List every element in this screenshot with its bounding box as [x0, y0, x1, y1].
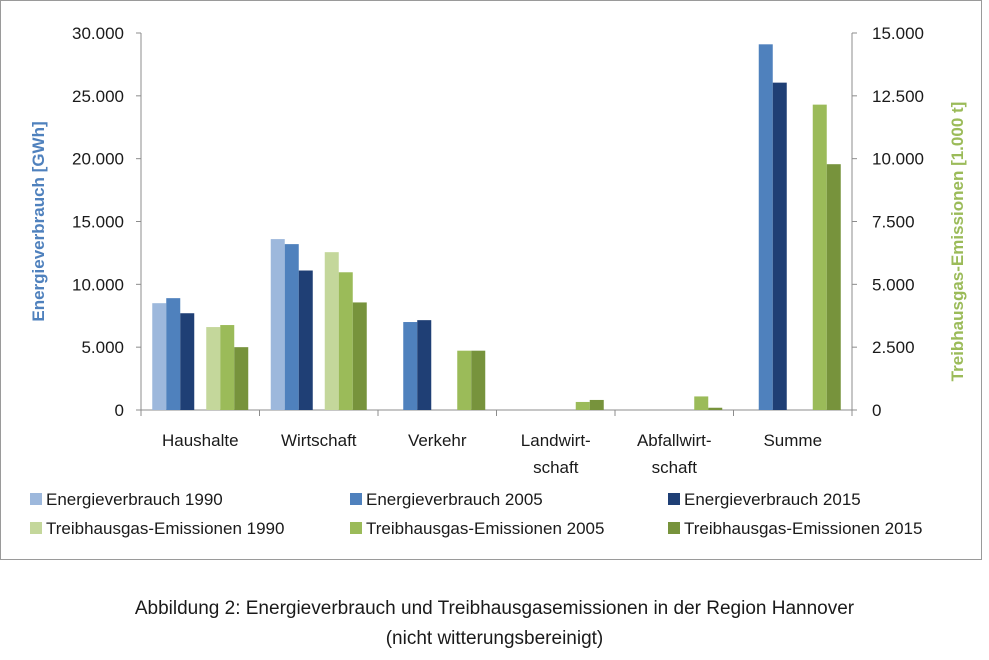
category-label: Landwirt-schaft [521, 431, 591, 477]
bar [758, 44, 773, 411]
bar [220, 325, 235, 410]
bar [417, 320, 432, 410]
right-tick-label: 10.000 [872, 150, 924, 169]
figure-caption: Abbildung 2: Energieverbrauch und Treibh… [0, 594, 989, 654]
left-tick-label: 25.000 [72, 87, 124, 106]
category-label: Wirtschaft [281, 431, 357, 450]
caption-line-2: (nicht witterungsbereinigt) [385, 628, 604, 649]
bar [589, 399, 604, 410]
bar [708, 407, 723, 410]
legend-swatch [350, 493, 362, 505]
bar [826, 164, 841, 410]
legend-swatch [30, 493, 42, 505]
right-axis-title: Treibhausgas-Emissionen [1.000 t] [948, 102, 967, 382]
bar [270, 239, 285, 410]
bar [694, 396, 709, 410]
legend-entry: Treibhausgas-Emissionen 2015 [684, 519, 922, 538]
bar [324, 252, 339, 410]
category-label: Verkehr [408, 431, 467, 450]
left-tick-label: 20.000 [72, 150, 124, 169]
right-tick-label: 15.000 [872, 24, 924, 43]
legend-entry: Energieverbrauch 2005 [366, 490, 543, 509]
legend-swatch [668, 493, 680, 505]
bar [772, 82, 787, 410]
right-tick-label: 12.500 [872, 87, 924, 106]
bar [352, 302, 367, 410]
legend-swatch [350, 522, 362, 534]
bar [403, 322, 418, 410]
legend-entry: Energieverbrauch 1990 [46, 490, 223, 509]
bar [457, 350, 472, 410]
bar [284, 244, 299, 410]
bar [234, 347, 249, 410]
left-tick-label: 5.000 [81, 338, 124, 357]
left-tick-label: 30.000 [72, 24, 124, 43]
bar-chart: 0 5.000 10.000 15.000 20.000 25.000 30.000 0 2.5… [29, 24, 967, 538]
category-label: Haushalte [162, 431, 239, 450]
right-tick-label: 5.000 [872, 275, 915, 294]
right-tick-label: 0 [872, 401, 881, 420]
bar [298, 270, 313, 410]
legend-swatch [668, 522, 680, 534]
bar [338, 272, 353, 410]
caption-line-1: Abbildung 2: Energieverbrauch und Treibh… [134, 598, 855, 619]
bars [152, 44, 841, 411]
legend-entry: Treibhausgas-Emissionen 1990 [46, 519, 284, 538]
bar [166, 298, 181, 410]
right-tick-label: 7.500 [872, 213, 915, 232]
axes: 0 5.000 10.000 15.000 20.000 25.000 30.000 0 2.5… [29, 24, 967, 477]
bar [471, 350, 486, 410]
bar [152, 303, 167, 410]
bar [575, 401, 590, 410]
bar [180, 313, 195, 410]
bar [812, 104, 827, 410]
right-tick-label: 2.500 [872, 338, 915, 357]
left-tick-label: 0 [115, 401, 124, 420]
bar [206, 327, 221, 410]
left-tick-label: 10.000 [72, 275, 124, 294]
left-axis-title: Energieverbrauch [GWh] [29, 121, 48, 321]
left-tick-label: 15.000 [72, 213, 124, 232]
legend-swatch [30, 522, 42, 534]
category-label: Summe [763, 431, 822, 450]
legend: Energieverbrauch 1990 Energieverbrauch 20… [30, 490, 922, 538]
legend-entry: Energieverbrauch 2015 [684, 490, 861, 509]
legend-entry: Treibhausgas-Emissionen 2005 [366, 519, 604, 538]
category-label: Abfallwirt-schaft [637, 431, 712, 477]
